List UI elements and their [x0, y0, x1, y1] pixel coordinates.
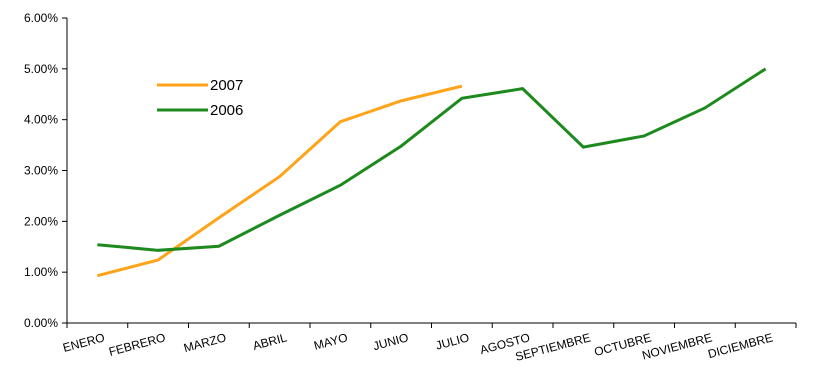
y-tick-label: 3.00% — [24, 164, 58, 178]
y-tick-label: 4.00% — [24, 113, 58, 127]
x-category-label: FEBRERO — [107, 330, 167, 359]
x-category-label: ABRIL — [251, 330, 288, 353]
x-category-label: MAYO — [312, 330, 349, 352]
x-category-label: NOVIEMBRE — [640, 330, 713, 362]
legend-label-2006: 2006 — [210, 102, 243, 119]
legend-label-2007: 2007 — [210, 77, 243, 94]
y-tick-label: 5.00% — [24, 62, 58, 76]
y-tick-label: 1.00% — [24, 265, 58, 279]
legend: 2007 2006 — [157, 77, 243, 119]
series-lines — [96, 67, 767, 278]
x-ticks: ENERO FEBRERO MARZO ABRIL MAYO JUNIO JULIO AGOS… — [61, 323, 797, 364]
y-ticks: 0.00% 1.00% 2.00% 3.00% 4.00% 5.00% 6.00% — [24, 11, 67, 330]
x-category-label: DICIEMBRE — [706, 330, 774, 361]
y-tick-label: 6.00% — [24, 11, 58, 25]
y-tick-label: 0.00% — [24, 316, 58, 330]
x-category-label: MARZO — [182, 330, 227, 355]
x-category-label: ENERO — [61, 330, 106, 355]
x-category-label: JUNIO — [372, 330, 410, 353]
x-category-label: JULIO — [434, 330, 470, 352]
series-line-2007 — [96, 84, 463, 278]
y-tick-label: 2.00% — [24, 214, 58, 228]
series-line-2006 — [97, 67, 767, 252]
